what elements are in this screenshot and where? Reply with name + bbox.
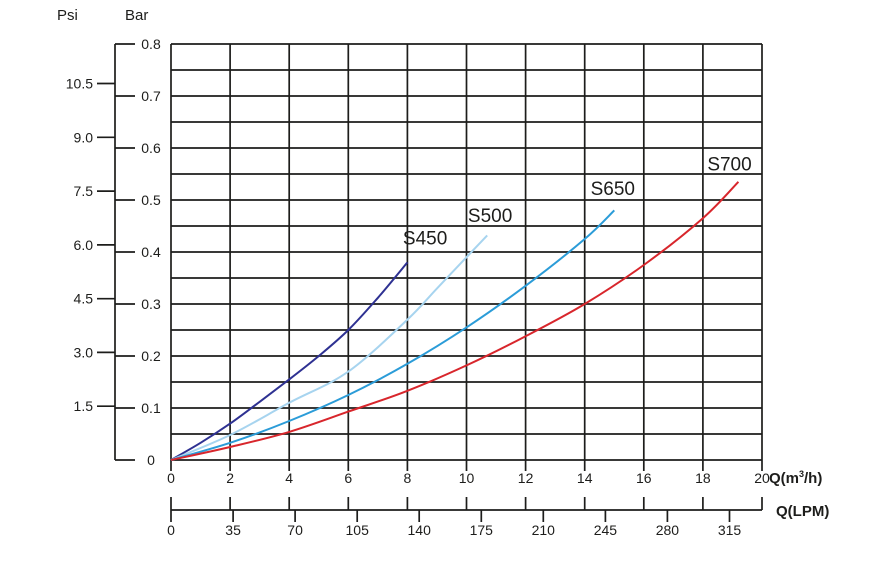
bar-tick-label: 0 (147, 452, 155, 468)
lpm-tick-label: 315 (718, 522, 742, 538)
curve-label-s450: S450 (403, 229, 447, 250)
bar-tick-label: 0.6 (141, 140, 161, 156)
lpm-tick-label: 70 (287, 522, 303, 538)
psi-bar-axis: 0.8 0.7 0.6 0.5 0.4 0.3 0.2 0.1 0 10.5 9.0 7.5 6.0 4.… (66, 36, 161, 468)
lpm-tick-label: 105 (346, 522, 370, 538)
x-tick-label: 4 (285, 470, 293, 486)
x-axis-title: Q(m3/h) (769, 469, 822, 487)
lpm-tick-label: 140 (408, 522, 432, 538)
x-tick-label: 12 (518, 470, 534, 486)
bar-tick-label: 0.4 (141, 244, 161, 260)
bar-tick-label: 0.1 (141, 400, 161, 416)
x-tick-label: 2 (226, 470, 234, 486)
x-axis-title-sup: 3 (799, 469, 805, 479)
x-axis-title-pre: Q(m (769, 470, 799, 487)
lpm-axis-title: Q(LPM) (776, 503, 830, 520)
psi-tick-label: 4.5 (74, 291, 94, 307)
x-tick-label: 14 (577, 470, 593, 486)
curves (170, 181, 740, 461)
bar-tick-label: 0.5 (141, 192, 161, 208)
lpm-tick-label: 210 (532, 522, 556, 538)
lpm-tick-label: 0 (167, 522, 175, 538)
curve-labels: S450 S500 S650 S700 (403, 155, 752, 250)
x-tick-label: 10 (459, 470, 475, 486)
bar-tick-label: 0.3 (141, 296, 161, 312)
psi-tick-label: 6.0 (74, 237, 94, 253)
lpm-tick-label: 175 (470, 522, 494, 538)
curve-s700 (170, 181, 740, 461)
lpm-axis: 0 35 70 105 140 175 210 245 280 315 (167, 497, 763, 538)
gridlines (170, 43, 763, 461)
psi-tick-label: 1.5 (74, 398, 94, 414)
lpm-tick-label: 280 (656, 522, 680, 538)
curve-s500 (170, 234, 488, 461)
psi-tick-label: 3.0 (74, 344, 94, 360)
bar-tick-label: 0.8 (141, 36, 161, 52)
x-tick-label: 16 (636, 470, 652, 486)
psi-axis-title: Psi (57, 7, 78, 24)
x-axis: 0 2 4 6 8 10 12 14 16 18 20 (167, 460, 770, 486)
psi-tick-label: 9.0 (74, 129, 94, 145)
lpm-tick-label: 35 (225, 522, 241, 538)
x-tick-label: 20 (754, 470, 770, 486)
x-tick-label: 8 (404, 470, 412, 486)
lpm-tick-label: 245 (594, 522, 618, 538)
curve-label-s650: S650 (591, 179, 635, 200)
bar-tick-label: 0.7 (141, 88, 161, 104)
bar-axis-title: Bar (125, 7, 149, 24)
curve-label-s500: S500 (468, 206, 512, 227)
x-tick-label: 0 (167, 470, 175, 486)
curve-label-s700: S700 (707, 155, 751, 176)
x-tick-label: 6 (344, 470, 352, 486)
bar-tick-label: 0.2 (141, 348, 161, 364)
x-tick-label: 18 (695, 470, 711, 486)
psi-tick-label: 10.5 (66, 76, 93, 92)
curve-s650 (170, 209, 615, 461)
x-axis-title-post: /h) (804, 470, 823, 487)
curve-s450 (170, 261, 409, 461)
psi-tick-label: 7.5 (74, 183, 94, 199)
